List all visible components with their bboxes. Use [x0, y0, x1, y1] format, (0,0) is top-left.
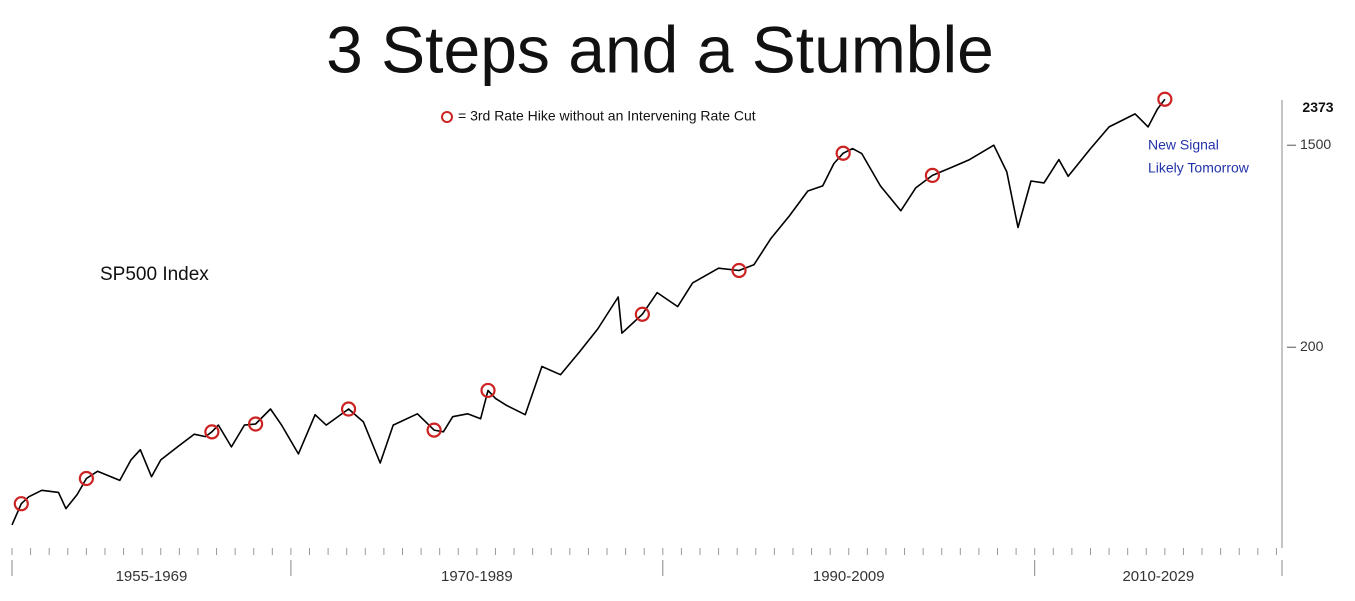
- x-group-label: 1970-1989: [441, 568, 513, 585]
- y-tick-label: 200: [1300, 338, 1324, 354]
- signal-marker: [13, 496, 29, 512]
- signal-marker: [924, 167, 941, 184]
- y-tick-label: 1500: [1300, 136, 1331, 152]
- signal-marker: [1157, 91, 1173, 107]
- signal-marker: [204, 424, 220, 440]
- last-value-label: 2373: [1302, 99, 1333, 115]
- signal-marker: [634, 306, 650, 322]
- signal-marker: [340, 401, 357, 417]
- annotation: New Signal: [1148, 137, 1219, 153]
- chart-title: 3 Steps and a Stumble: [326, 12, 994, 86]
- signal-marker: [731, 262, 747, 279]
- x-group-label: 1955-1969: [116, 568, 188, 585]
- x-group-label: 1990-2009: [813, 568, 885, 585]
- x-group-label: 2010-2029: [1122, 568, 1194, 585]
- legend-label: = 3rd Rate Hike without an Intervening R…: [458, 108, 756, 124]
- signal-marker: [426, 422, 442, 438]
- signal-marker: [78, 470, 94, 487]
- signal-marker: [480, 382, 496, 399]
- annotation: Likely Tomorrow: [1148, 160, 1250, 176]
- signal-marker: [247, 416, 264, 432]
- legend-marker: [441, 111, 453, 123]
- series-label: SP500 Index: [100, 264, 209, 285]
- signal-marker: [835, 145, 851, 161]
- line: [11, 98, 1166, 526]
